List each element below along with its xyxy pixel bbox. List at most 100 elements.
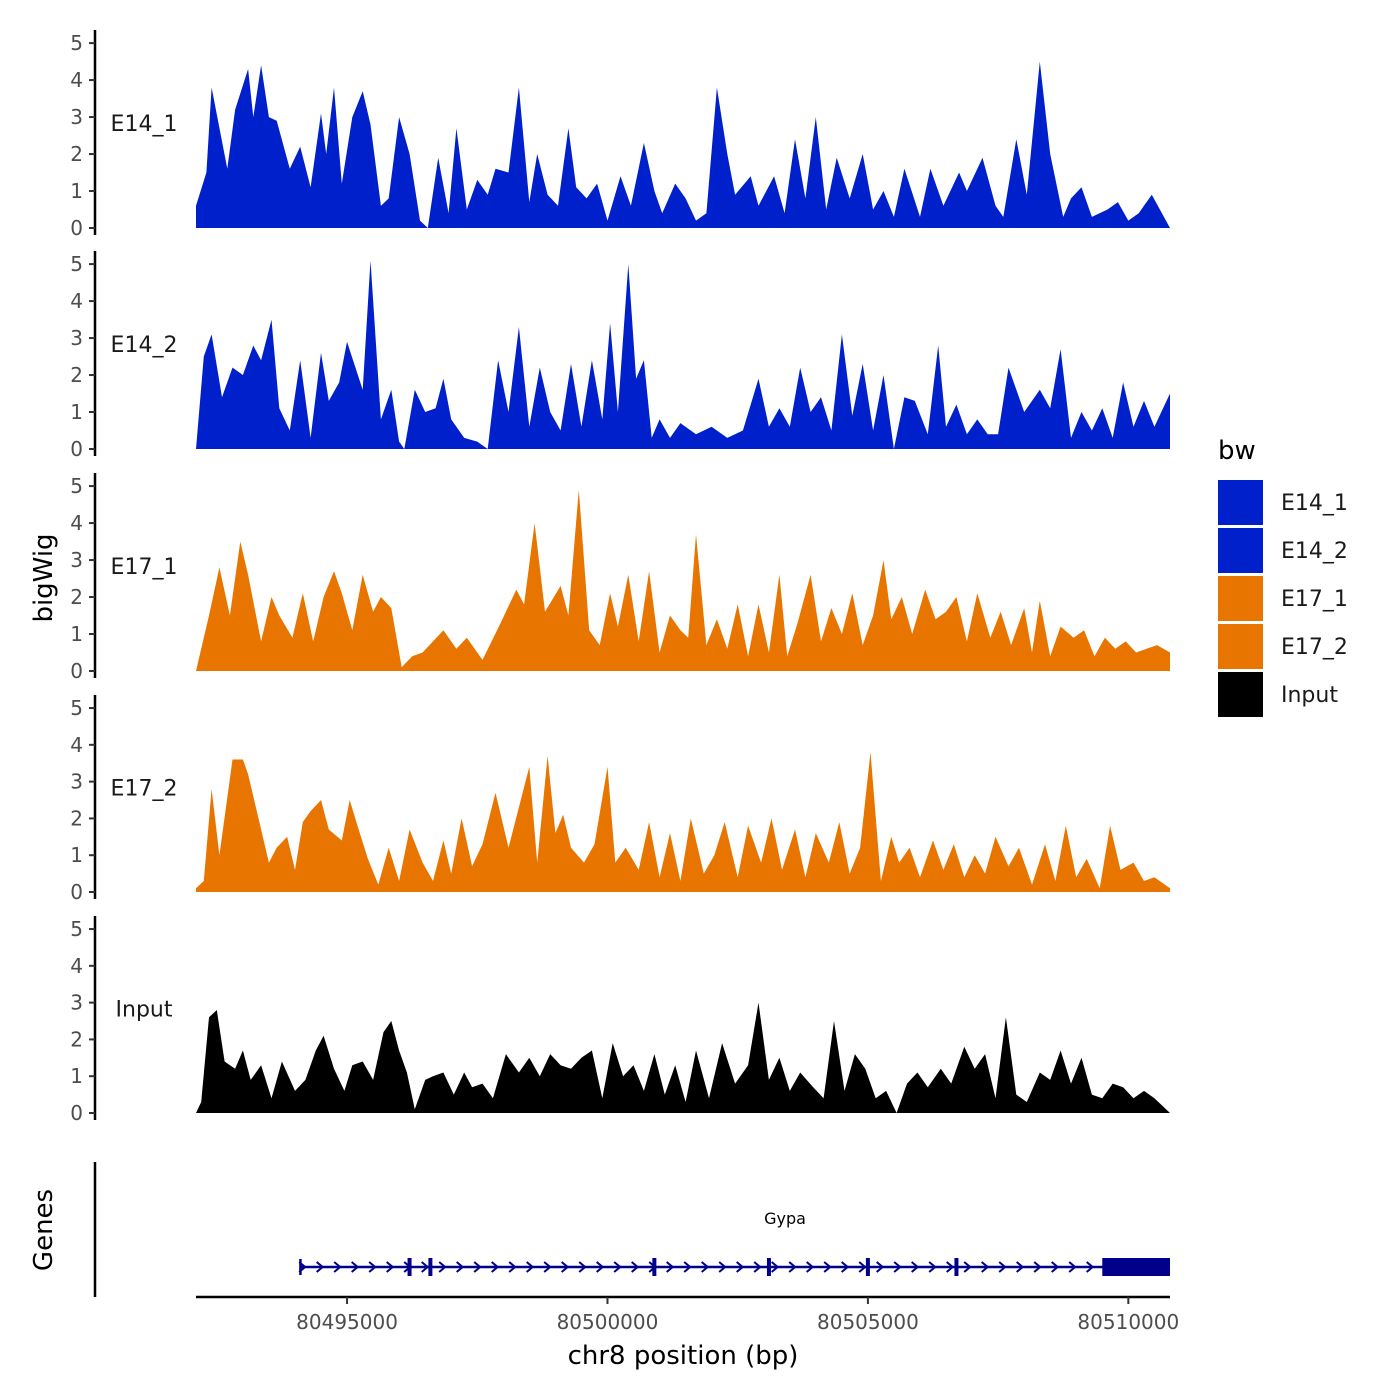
gene-strand-arrow-28 [788,1261,797,1273]
y-tick-label-E17_1-3: 3 [70,548,83,572]
y-tick-label-E17_1-0: 0 [70,659,83,683]
y-tick-label-E17_2-3: 3 [70,770,83,794]
track-label-E17_1: E17_1 [111,555,178,580]
area-series-E17_2 [196,752,1170,892]
gene-strand-arrow-42 [1033,1261,1042,1273]
y-tick-label-E14_2-3: 3 [70,326,83,350]
gene-strand-arrow-36 [928,1261,937,1273]
gene-strand-arrow-23 [701,1261,710,1273]
x-tick-label-80505000: 80505000 [817,1310,919,1334]
track-label-E14_2: E14_2 [111,333,178,358]
x-tick-label-80510000: 80510000 [1077,1310,1179,1334]
legend-label-Input: Input [1281,683,1338,708]
gene-exon-2 [652,1258,657,1276]
gene-strand-arrow-13 [526,1261,535,1273]
gene-strand-arrow-5 [386,1261,395,1273]
y-tick-label-E17_2-2: 2 [70,806,83,830]
y-tick-label-E14_1-2: 2 [70,142,83,166]
gene-strand-arrow-40 [998,1261,1007,1273]
y-tick-label-E17_1-4: 4 [70,511,83,535]
x-tick-label-80495000: 80495000 [296,1310,398,1334]
y-tick-label-Input-0: 0 [70,1101,83,1125]
gene-strand-arrow-12 [508,1261,517,1273]
gene-exon-5 [954,1258,959,1276]
gene-strand-arrow-11 [491,1261,500,1273]
y-tick-label-E17_2-0: 0 [70,880,83,904]
gene-strand-arrow-41 [1016,1261,1025,1273]
area-series-E17_1 [196,489,1170,671]
gene-strand-arrow-24 [718,1261,727,1273]
legend-label-E14_1: E14_1 [1281,491,1348,516]
legend-label-E17_2: E17_2 [1281,635,1348,660]
gene-strand-arrow-14 [543,1261,552,1273]
gene-strand-arrow-26 [753,1261,762,1273]
y-tick-label-E14_2-5: 5 [70,252,83,276]
y-tick-label-E17_1-5: 5 [70,474,83,498]
gene-strand-arrow-37 [946,1261,955,1273]
y-tick-label-E14_1-4: 4 [70,68,83,92]
gene-strand-arrow-29 [806,1261,815,1273]
track-label-Input: Input [116,998,173,1023]
legend-title: bw [1218,436,1256,466]
area-series-E14_1 [196,61,1170,228]
gene-strand-arrow-33 [876,1261,885,1273]
legend-label-E14_2: E14_2 [1281,539,1348,564]
y-tick-label-E14_1-0: 0 [70,216,83,240]
gene-exon-3 [766,1258,771,1276]
y-tick-label-E14_1-5: 5 [70,31,83,55]
gene-strand-arrow-34 [893,1261,902,1273]
gene-label-Gypa: Gypa [764,1209,806,1228]
gene-strand-arrow-22 [683,1261,692,1273]
gene-strand-arrow-38 [963,1261,972,1273]
gene-strand-arrow-35 [911,1261,920,1273]
gene-exon-1 [428,1258,433,1276]
y-tick-label-E14_2-4: 4 [70,289,83,313]
area-series-E14_2 [196,260,1170,449]
genes-panel-label: Genes [29,1189,59,1271]
legend-swatch-E17_2 [1218,624,1263,669]
gene-strand-arrow-30 [823,1261,832,1273]
y-tick-label-Input-3: 3 [70,991,83,1015]
gene-strand-arrow-3 [351,1261,360,1273]
gene-utr-block [1102,1258,1170,1276]
legend-swatch-E17_1 [1218,576,1263,621]
gene-strand-arrow-21 [666,1261,675,1273]
gene-strand-arrow-4 [368,1261,377,1273]
y-axis-title: bigWig [29,533,59,622]
x-tick-label-80500000: 80500000 [557,1310,659,1334]
gene-strand-arrow-18 [613,1261,622,1273]
gene-strand-arrow-8 [438,1261,447,1273]
legend-swatch-Input [1218,672,1263,717]
legend-label-E17_1: E17_1 [1281,587,1348,612]
gene-strand-arrow-17 [596,1261,605,1273]
gene-strand-arrow-16 [578,1261,587,1273]
track-label-E17_2: E17_2 [111,777,178,802]
track-label-E14_1: E14_1 [111,112,178,137]
gene-strand-arrow-44 [1068,1261,1077,1273]
y-tick-label-E14_2-0: 0 [70,437,83,461]
y-tick-label-Input-4: 4 [70,954,83,978]
legend-swatch-E14_2 [1218,528,1263,573]
gene-start-mark [299,1259,302,1275]
gene-strand-arrow-19 [631,1261,640,1273]
gene-strand-arrow-1 [316,1261,325,1273]
y-tick-label-E17_2-5: 5 [70,696,83,720]
gene-strand-arrow-15 [561,1261,570,1273]
y-tick-label-E14_2-1: 1 [70,400,83,424]
gene-strand-arrow-32 [858,1261,867,1273]
y-tick-label-E14_2-2: 2 [70,363,83,387]
y-tick-label-Input-5: 5 [70,917,83,941]
y-tick-label-Input-1: 1 [70,1064,83,1088]
y-tick-label-E17_2-4: 4 [70,733,83,757]
y-tick-label-E14_1-1: 1 [70,179,83,203]
gene-strand-arrow-7 [421,1261,430,1273]
y-tick-label-E17_2-1: 1 [70,843,83,867]
x-axis-title: chr8 position (bp) [568,1341,799,1371]
y-tick-label-E14_1-3: 3 [70,105,83,129]
gene-strand-arrow-39 [981,1261,990,1273]
legend-swatch-E14_1 [1218,480,1263,525]
gene-strand-arrow-45 [1086,1261,1095,1273]
gene-strand-arrow-2 [333,1261,342,1273]
